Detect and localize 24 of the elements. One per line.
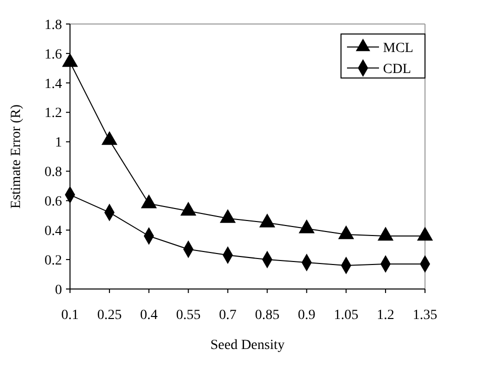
x-tick-label: 0.7 <box>219 308 237 323</box>
x-axis-title: Seed Density <box>210 338 285 353</box>
x-tick-label: 0.4 <box>140 308 158 323</box>
x-tick-label: 0.1 <box>61 308 79 323</box>
legend-label: CDL <box>383 62 411 77</box>
y-tick-label: 1.2 <box>44 106 62 122</box>
x-tick-label: 1.35 <box>412 308 438 323</box>
x-tick-label: 1.2 <box>376 308 394 323</box>
y-tick-label: 0.2 <box>44 253 62 268</box>
y-tick-label: 0 <box>55 282 62 298</box>
y-tick-label: 1 <box>55 136 62 151</box>
y-axis-title: Estimate Error (R) <box>9 104 24 209</box>
y-tick-label: 0.6 <box>44 194 62 210</box>
y-tick-label: 0.8 <box>44 165 62 180</box>
x-tick-label: 0.25 <box>97 308 122 323</box>
y-tick-label: 1.8 <box>44 18 62 33</box>
x-tick-label: 1.05 <box>334 308 358 323</box>
x-tick-label: 0.9 <box>298 308 316 323</box>
x-tick-label: 0.55 <box>176 308 201 323</box>
x-tick-label: 0.85 <box>254 308 280 323</box>
y-tick-label: 1.4 <box>44 76 62 92</box>
y-tick-label: 1.6 <box>44 47 62 62</box>
y-tick-label: 0.4 <box>44 224 62 240</box>
legend-label: MCL <box>383 40 414 56</box>
